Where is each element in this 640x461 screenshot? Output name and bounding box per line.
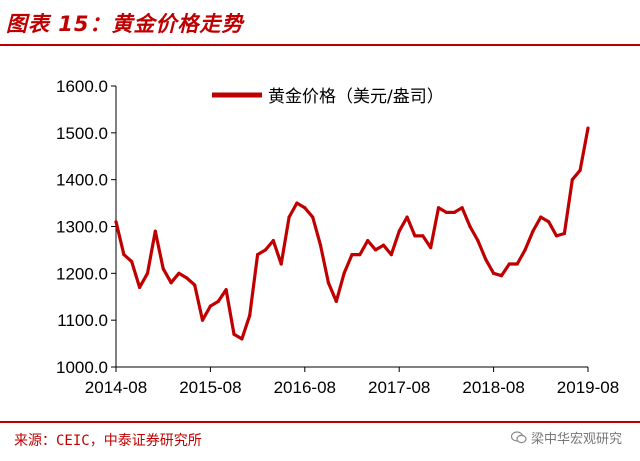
data-point — [554, 234, 559, 238]
data-point — [311, 215, 315, 219]
y-tick-label: 1300.0 — [56, 218, 108, 237]
data-point — [256, 253, 260, 257]
data-point — [193, 283, 197, 287]
data-point — [586, 126, 590, 130]
data-point — [334, 299, 338, 304]
y-tick-label: 1100.0 — [57, 311, 108, 330]
data-point — [224, 288, 228, 292]
data-point — [200, 318, 205, 322]
data-point — [145, 271, 150, 275]
source-note: 来源：CEIC，中泰证券研究所 — [14, 433, 202, 449]
data-point — [130, 260, 134, 264]
data-point — [153, 229, 157, 233]
data-point — [562, 231, 567, 236]
data-point — [397, 229, 401, 233]
data-point — [484, 257, 488, 261]
data-point — [326, 281, 330, 285]
data-point — [279, 262, 283, 266]
data-point — [460, 206, 464, 210]
data-point — [436, 206, 441, 210]
y-tick-label: 1500.0 — [56, 124, 108, 143]
data-point — [476, 238, 480, 243]
series-line — [114, 127, 590, 341]
data-point — [169, 281, 173, 285]
data-point — [248, 313, 252, 318]
legend-label: 黄金价格（美元/盎司） — [268, 87, 444, 107]
data-point — [240, 337, 244, 341]
x-tick-label: 2017-08 — [368, 378, 430, 397]
y-tick-label: 1600.0 — [56, 77, 108, 96]
chart-plot-area — [114, 126, 590, 341]
watermark: 梁中华宏观研究 — [510, 428, 622, 447]
footer-divider — [0, 421, 640, 423]
gold-price-chart: 1000.0 1100.0 1200.0 1300.0 1400.0 1500.0 1600… — [56, 77, 619, 397]
header-divider — [0, 44, 640, 46]
watermark-text: 梁中华宏观研究 — [530, 432, 622, 447]
chart-legend: 黄金价格（美元/盎司） — [212, 87, 444, 107]
chart-axes: 1000.0 1100.0 1200.0 1300.0 1400.0 1500.0 1600… — [56, 77, 619, 397]
y-tick-label: 1200.0 — [56, 264, 108, 283]
data-point — [444, 210, 448, 215]
data-point — [271, 238, 275, 243]
data-point — [318, 243, 323, 247]
data-point — [413, 234, 417, 238]
data-point — [185, 276, 189, 280]
data-point — [531, 229, 535, 233]
data-point — [358, 253, 362, 257]
data-point — [303, 206, 307, 210]
x-tick-label: 2019-08 — [557, 378, 619, 397]
data-point — [499, 274, 504, 278]
data-point — [492, 271, 496, 275]
data-point — [429, 245, 433, 250]
data-point — [389, 253, 393, 257]
data-point — [177, 271, 181, 275]
data-point — [295, 201, 299, 205]
y-tick-label: 1400.0 — [56, 171, 108, 190]
data-point — [421, 234, 425, 238]
x-tick-label: 2018-08 — [462, 378, 524, 397]
data-point — [350, 253, 354, 257]
data-point — [366, 238, 370, 243]
data-point — [138, 285, 142, 289]
y-tick-label: 1000.0 — [56, 358, 108, 377]
data-point — [374, 248, 378, 252]
data-point — [578, 168, 582, 172]
data-point — [515, 262, 519, 266]
figure-title: 图表 15：黄金价格走势 — [6, 12, 244, 36]
x-tick-label: 2016-08 — [274, 378, 336, 397]
data-point — [287, 215, 291, 219]
x-tick-label: 2015-08 — [179, 378, 241, 397]
data-point — [523, 248, 527, 252]
data-point — [405, 215, 409, 219]
data-point — [468, 224, 472, 229]
data-point — [216, 299, 220, 304]
data-point — [507, 262, 511, 266]
data-point — [114, 220, 118, 224]
data-point — [570, 178, 574, 182]
data-point — [208, 304, 212, 308]
data-point — [547, 220, 551, 224]
data-point — [342, 271, 346, 275]
data-point — [539, 215, 543, 219]
x-tick-label: 2014-08 — [85, 378, 147, 397]
data-point — [263, 248, 268, 252]
wechat-icon — [510, 431, 527, 444]
data-point — [232, 332, 236, 336]
data-point — [161, 267, 165, 271]
data-point — [122, 253, 126, 257]
data-point — [452, 210, 456, 215]
data-point — [381, 243, 386, 247]
